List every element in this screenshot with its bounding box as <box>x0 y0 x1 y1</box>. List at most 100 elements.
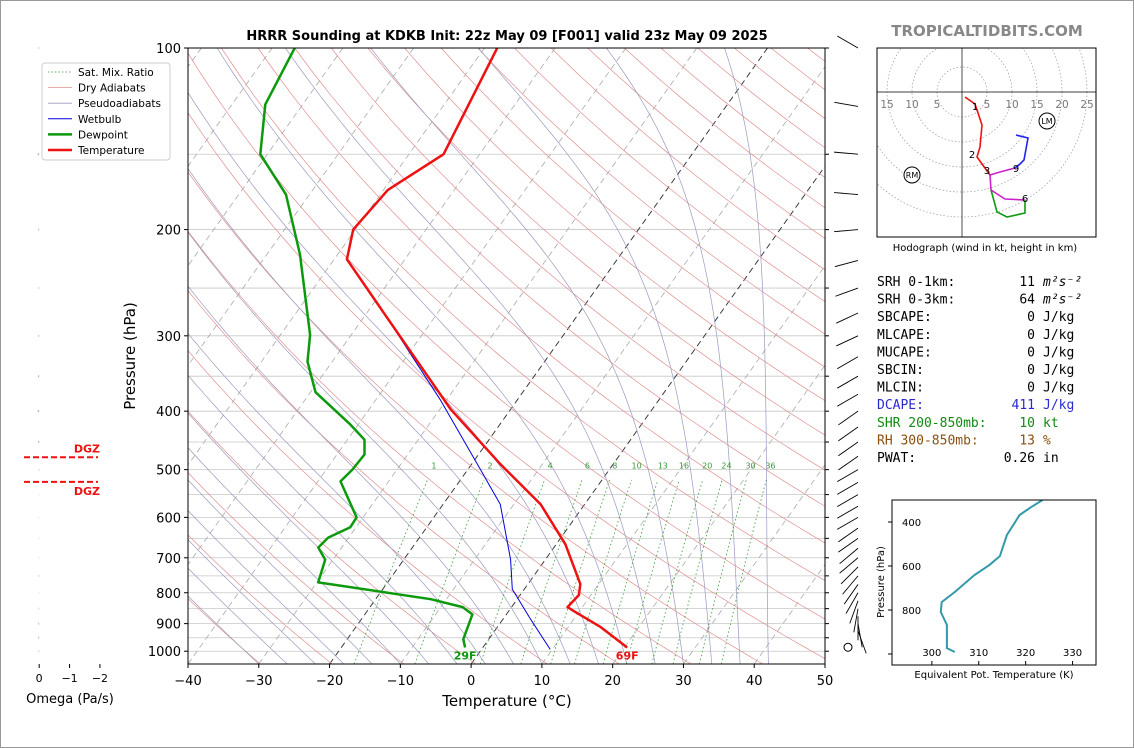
param-label: SBCAPE: <box>877 310 932 325</box>
dry-adiabat <box>188 410 476 664</box>
hodo-ring-label: 25 <box>1080 99 1093 111</box>
wind-barb <box>838 441 859 457</box>
isotherm <box>258 48 698 664</box>
wind-barb <box>839 557 859 574</box>
wind-barb <box>838 527 859 543</box>
omega-label: Omega (Pa/s) <box>26 692 114 707</box>
pseudoadiabat <box>188 447 401 664</box>
y-tick-label: 1000 <box>148 645 181 660</box>
param-label: SBCIN: <box>877 363 924 378</box>
dry-adiabat <box>331 48 825 471</box>
mixing-ratio-label: 30 <box>745 461 755 470</box>
x-tick-label: −10 <box>387 674 414 689</box>
hodo-ring-label: 15 <box>1030 99 1043 111</box>
param-label: PWAT: <box>877 451 916 466</box>
pseudoadiabat <box>478 48 713 664</box>
x-tick-label: 0 <box>467 674 475 689</box>
hodo-frame <box>876 47 1097 238</box>
param-unit: J/kg <box>1043 310 1074 325</box>
x-tick-label: 310 <box>969 648 988 659</box>
hodo-height-label: 2 <box>969 150 975 161</box>
param-unit: J/kg <box>1043 398 1074 413</box>
isotherm <box>683 464 825 664</box>
param-unit: kt <box>1043 416 1059 431</box>
param-unit: J/kg <box>1043 345 1074 360</box>
param-value: 0 <box>1027 363 1035 378</box>
hodo-height-label: 3 <box>984 166 990 177</box>
mixing-ratio-line <box>626 479 680 664</box>
x-tick-label: 320 <box>1016 648 1035 659</box>
isotherm <box>400 66 825 664</box>
wind-barb <box>835 287 859 297</box>
mixing-ratio-label: 36 <box>765 461 775 470</box>
y-tick-label: 500 <box>156 464 181 479</box>
pseudoadiabat <box>188 285 514 664</box>
param-value: 11 <box>1019 275 1035 290</box>
thetae-line <box>939 500 1044 653</box>
param-label: SRH 0-3km: <box>877 293 955 308</box>
profile-line <box>259 48 474 648</box>
x-tick-label: 330 <box>1063 648 1082 659</box>
thetae-y-label: Pressure (hPa) <box>876 546 887 618</box>
mixing-ratio-line <box>574 479 632 664</box>
pseudoadiabat <box>188 91 599 664</box>
wind-barb <box>839 547 859 565</box>
y-axis-label: Pressure (hPa) <box>121 302 139 410</box>
hodo-ring-label: 10 <box>1005 99 1018 111</box>
y-tick-label: 100 <box>156 42 181 57</box>
isotherm <box>541 265 825 664</box>
dry-adiabat <box>257 48 825 544</box>
wind-barb <box>836 356 859 370</box>
param-unit: J/kg <box>1043 363 1074 378</box>
wind-barb <box>840 566 859 585</box>
wind-barb <box>834 229 859 233</box>
param-value: 0 <box>1027 310 1035 325</box>
param-value: 0 <box>1027 381 1035 396</box>
mixing-ratio-line <box>550 479 610 664</box>
dry-adiabat <box>188 471 405 664</box>
dry-adiabat <box>188 112 825 660</box>
surface-label: 69F <box>616 650 639 663</box>
dry-adiabat <box>404 48 825 402</box>
wind-barb <box>836 35 859 49</box>
wind-barb <box>849 600 859 624</box>
isotherm <box>188 48 556 566</box>
pseudoadiabat <box>188 479 373 664</box>
wind-barb <box>857 630 867 654</box>
legend: Sat. Mix. Ratio Dry Adiabats Pseudoadiabat… <box>41 62 171 161</box>
wind-barb <box>836 375 859 389</box>
wind-barb <box>842 575 859 595</box>
param-unit: m²s⁻² <box>1042 275 1082 290</box>
dry-adiabat <box>221 48 825 581</box>
mixing-ratio-label: 16 <box>679 461 689 470</box>
pseudoadiabat <box>606 48 741 664</box>
pseudoadiabat <box>188 332 486 664</box>
hodo-ring-label: 20 <box>1055 99 1068 111</box>
dry-adiabat <box>477 48 825 335</box>
dry-adiabat <box>188 350 548 664</box>
param-value: 13 <box>1019 433 1035 448</box>
wind-barb-calm <box>843 642 853 652</box>
legend-label: Pseudoadiabats <box>78 98 161 110</box>
wind-barb <box>838 410 859 426</box>
mixing-ratio-label: 1 <box>431 461 436 470</box>
hodo-segment <box>1014 134 1029 169</box>
x-tick-label: −30 <box>245 674 272 689</box>
dry-adiabat <box>514 48 825 303</box>
wind-barb <box>834 260 859 268</box>
dry-adiabat <box>440 48 825 368</box>
x-tick-label: 50 <box>817 674 834 689</box>
pseudoadiabat <box>188 567 288 664</box>
storm-motion-marker <box>1038 112 1056 130</box>
dgz-label: DGZ <box>74 442 100 455</box>
hodo-segment <box>964 96 991 176</box>
x-tick-label: 0 <box>36 672 43 685</box>
dry-adiabat <box>188 230 692 664</box>
hodo-ring-label: 15 <box>880 99 893 111</box>
profile-line <box>345 48 628 649</box>
wind-barb <box>836 482 859 495</box>
isotherm <box>188 48 627 664</box>
y-tick-label: 400 <box>156 405 181 420</box>
param-label: MLCIN: <box>877 381 924 396</box>
